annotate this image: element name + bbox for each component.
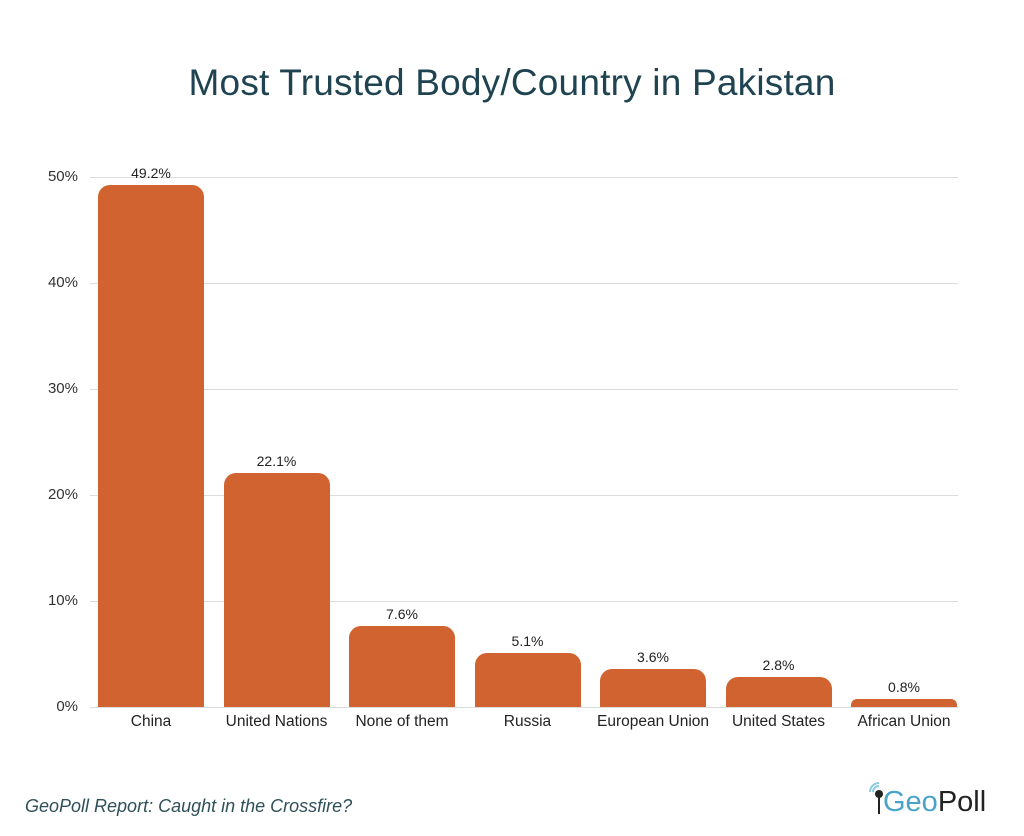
bar <box>851 698 957 707</box>
x-category-label: African Union <box>857 713 951 730</box>
value-label: 3.6% <box>637 648 669 665</box>
value-label: 2.8% <box>762 657 795 674</box>
bar <box>98 185 204 707</box>
chart-title: Most Trusted Body/Country in Pakistan <box>188 62 836 103</box>
value-label: 0.8% <box>888 678 920 695</box>
logo-geo-text: Geo <box>883 786 938 818</box>
x-category-label: Russia <box>503 713 552 730</box>
gridline <box>90 283 958 284</box>
logo-text: GeoPoll <box>883 786 986 819</box>
bar <box>223 472 330 707</box>
signal-pin-icon <box>869 782 883 814</box>
gridline <box>90 601 958 602</box>
y-tick-label: 50% <box>47 168 78 185</box>
gridline <box>90 495 958 496</box>
y-tick-label: 30% <box>47 380 78 397</box>
bar <box>474 652 581 707</box>
gridline <box>90 177 958 178</box>
y-tick-label: 0% <box>56 698 78 715</box>
x-category-label: European Union <box>596 713 710 730</box>
value-label: 22.1% <box>256 452 297 469</box>
x-category-label: United States <box>731 713 826 730</box>
bar <box>600 668 706 707</box>
gridline <box>90 707 958 708</box>
x-category-label: United Nations <box>225 713 328 730</box>
logo-poll-text: Poll <box>937 786 987 818</box>
source-caption: GeoPoll Report: Caught in the Crossfire? <box>25 796 353 816</box>
plot-area: 0% 10% 20% 30% 40% 50% 49.2% China 22.1% United N… <box>48 165 958 730</box>
y-tick-label: 20% <box>47 486 78 503</box>
value-label: 7.6% <box>386 606 418 623</box>
bar <box>725 677 832 707</box>
y-tick-label: 10% <box>47 592 78 609</box>
gridline <box>90 389 958 390</box>
bar <box>349 626 455 707</box>
x-category-label: None of them <box>355 713 449 730</box>
x-category-label: China <box>130 713 172 730</box>
value-label: 49.2% <box>131 165 171 182</box>
value-label: 5.1% <box>511 632 544 649</box>
y-tick-label: 40% <box>47 274 78 291</box>
geopoll-logo: GeoPoll <box>866 778 1006 822</box>
